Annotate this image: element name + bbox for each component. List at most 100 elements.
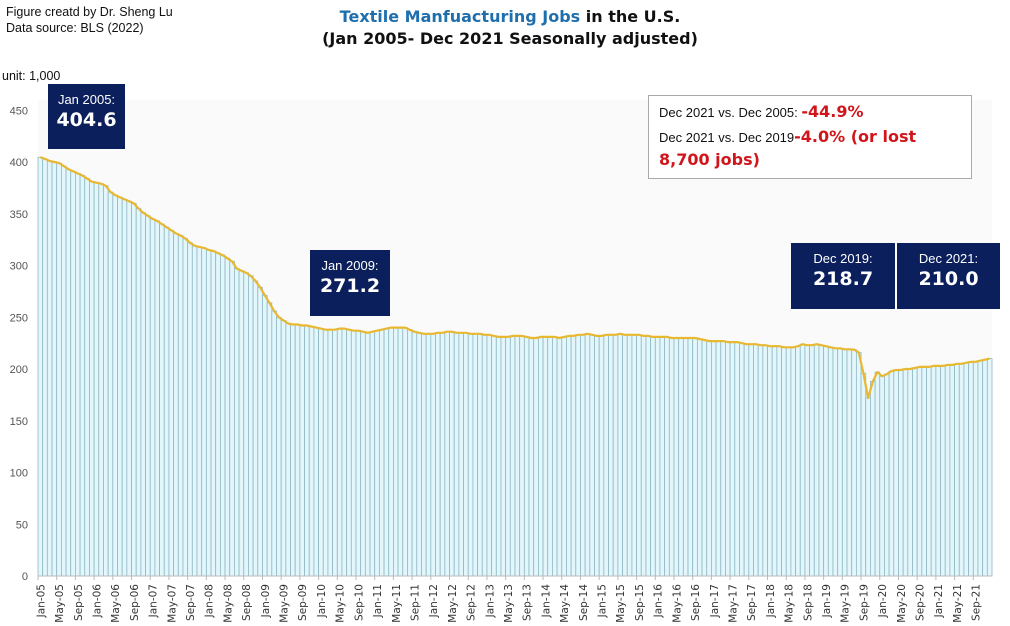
bar — [514, 335, 521, 577]
bar — [542, 336, 549, 577]
y-tick-label: 450 — [10, 105, 28, 117]
bar — [145, 215, 151, 577]
bar — [360, 331, 366, 577]
x-tick-label: May-21 — [952, 584, 964, 623]
x-tick-label: Sep-14 — [578, 584, 590, 621]
bar — [341, 328, 348, 577]
bar — [678, 337, 684, 577]
bar — [191, 245, 198, 577]
callout-label: Jan 2009: — [321, 258, 379, 273]
x-tick-label: Sep-07 — [185, 584, 197, 621]
bar — [692, 337, 698, 577]
bar — [888, 370, 895, 577]
bar — [215, 252, 221, 577]
bar — [584, 333, 591, 577]
x-tick-label: May-15 — [615, 584, 627, 623]
x-tick-label: May-11 — [391, 584, 403, 623]
bar — [753, 343, 759, 577]
bar — [720, 340, 726, 577]
bar — [271, 310, 277, 577]
y-tick-label: 100 — [10, 468, 28, 480]
bar — [149, 218, 156, 577]
x-tick-label: Sep-15 — [634, 584, 646, 621]
bar — [163, 226, 170, 577]
x-tick-label: May-19 — [840, 584, 852, 623]
chart-title: Textile Manfuacturing Jobs in the U.S. (… — [250, 6, 770, 50]
bar — [650, 336, 656, 577]
bar — [60, 165, 67, 577]
x-tick-label: May-16 — [671, 584, 683, 623]
bar — [533, 337, 539, 577]
bar — [682, 337, 689, 577]
bar — [262, 294, 268, 577]
bar — [804, 344, 811, 577]
bar — [781, 346, 787, 577]
bar — [725, 341, 731, 577]
callout-label: Dec 2019: — [813, 251, 873, 266]
x-tick-label: May-10 — [335, 584, 347, 623]
x-tick-label: Sep-19 — [858, 584, 870, 621]
bar — [374, 330, 380, 577]
bar — [799, 343, 806, 577]
bar — [603, 334, 609, 577]
bar — [364, 332, 371, 577]
bar — [285, 323, 291, 577]
y-tick-label: 0 — [22, 571, 28, 583]
credit-author: Figure creatd by Dr. Sheng Lu — [6, 5, 173, 19]
bar — [636, 334, 642, 577]
x-tick-label: Sep-18 — [802, 584, 814, 621]
bar — [640, 335, 647, 577]
bar — [785, 346, 792, 577]
bar — [748, 343, 754, 577]
bar — [930, 365, 937, 577]
note-row-2005: Dec 2021 vs. Dec 2005: -44.9% — [659, 102, 864, 121]
bar — [491, 335, 497, 577]
callout-dec-2021: Dec 2021: 210.0 — [897, 243, 1000, 309]
x-tick-label: Sep-12 — [466, 584, 478, 621]
bar — [645, 335, 652, 577]
bar — [631, 334, 637, 577]
bar — [870, 381, 876, 577]
bar — [659, 336, 666, 577]
bar — [182, 238, 189, 577]
bar — [706, 340, 712, 577]
bar — [846, 348, 853, 577]
bar — [65, 168, 72, 577]
bar — [336, 328, 343, 577]
bar — [210, 250, 217, 577]
x-tick-label: Jan-19 — [821, 584, 833, 618]
title-highlight: Textile Manfuacturing Jobs — [339, 7, 581, 26]
x-tick-label: May-13 — [503, 584, 515, 623]
bar — [355, 330, 362, 577]
callout-value: 404.6 — [56, 109, 117, 131]
bar — [776, 345, 782, 577]
bar — [201, 247, 207, 577]
bar — [257, 286, 263, 577]
x-tick-label: Jan-11 — [372, 584, 384, 618]
callout-dec-2019: Dec 2019: 218.7 — [791, 243, 895, 309]
bar — [921, 366, 927, 577]
bar — [159, 223, 165, 577]
bar — [458, 332, 464, 577]
x-tick-label: May-09 — [279, 584, 291, 623]
bar — [916, 366, 923, 577]
bar — [851, 349, 857, 577]
bar — [266, 302, 273, 577]
bar — [173, 233, 179, 577]
bar — [407, 329, 413, 577]
bar — [313, 327, 319, 577]
note-jobs-lost: 8,700 jobs) — [659, 150, 760, 169]
x-tick-label: May-05 — [54, 584, 66, 623]
bar — [865, 397, 871, 577]
bar — [944, 364, 951, 577]
bar — [276, 316, 282, 577]
trend-line — [39, 156, 990, 400]
x-tick-label: Jan-18 — [765, 584, 777, 618]
x-tick-label: Jan-15 — [597, 584, 609, 618]
bar — [70, 170, 76, 577]
bar — [912, 367, 918, 577]
bar — [421, 333, 427, 577]
x-tick-label: May-18 — [784, 584, 796, 623]
bar — [327, 329, 334, 577]
